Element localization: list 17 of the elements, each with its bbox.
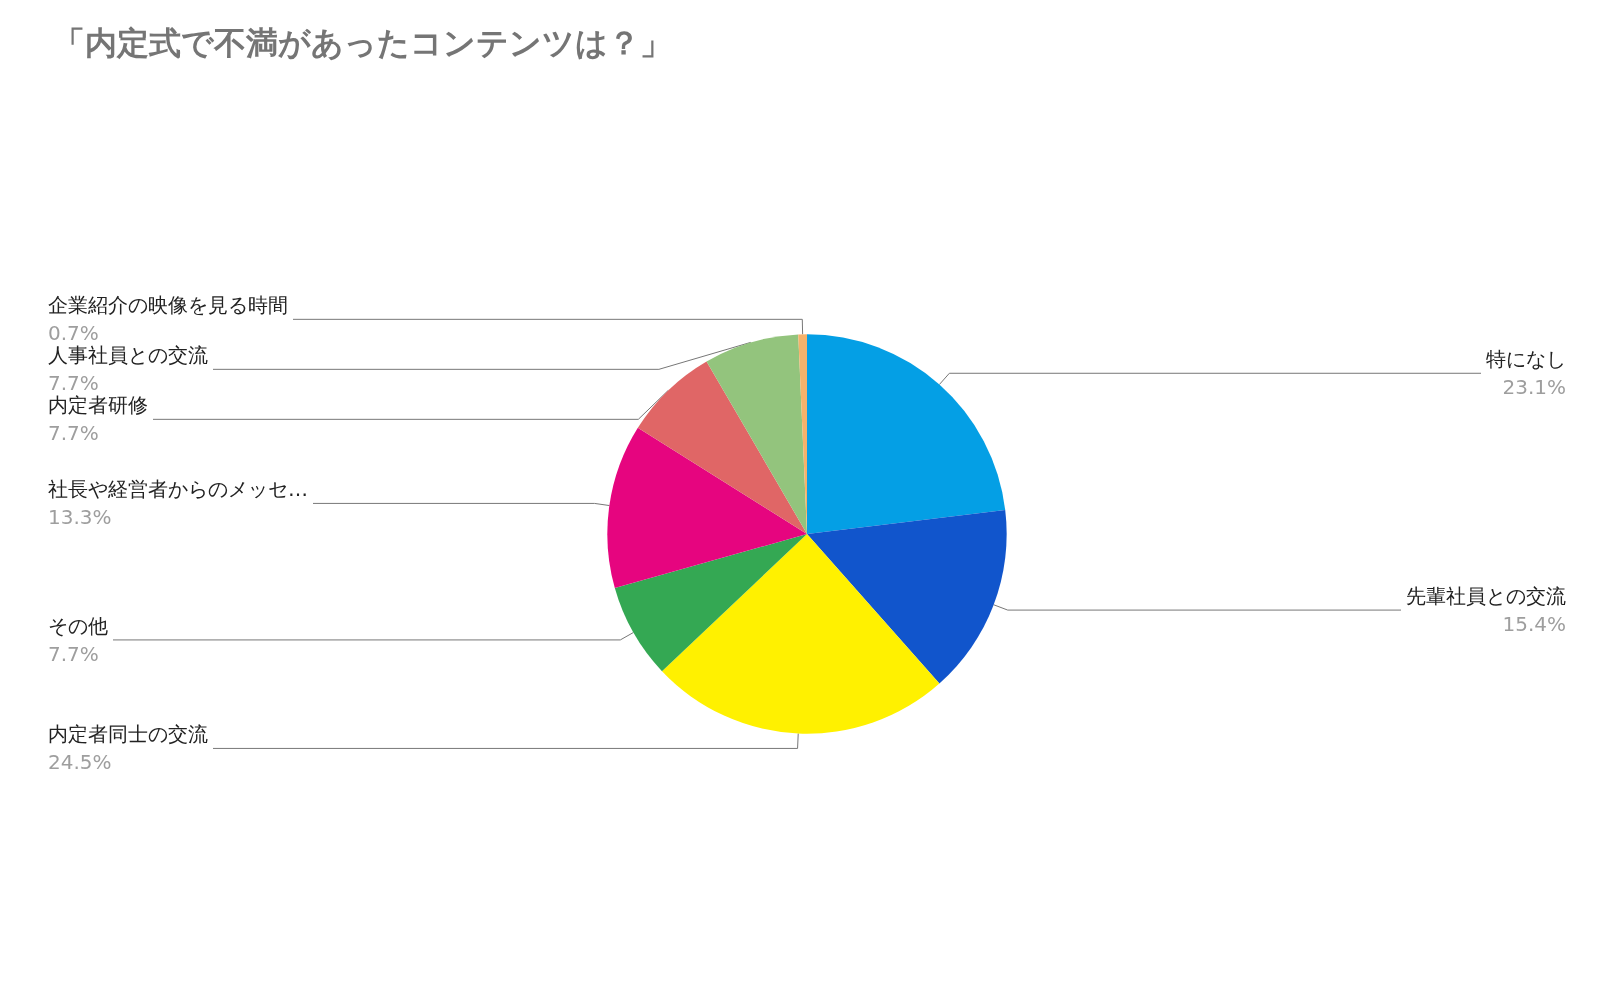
slice-label: 内定者同士の交流 <box>48 722 208 747</box>
data-label: 7.7% <box>48 421 99 446</box>
data-label: 7.7% <box>48 641 99 666</box>
slice-label: 社長や経営者からのメッセ… <box>48 477 308 502</box>
data-label: 24.5% <box>48 750 112 775</box>
data-label: 23.1% <box>1502 375 1566 400</box>
slice-label: 内定者研修 <box>48 393 148 418</box>
slice-label: 企業紹介の映像を見る時間 <box>48 293 288 318</box>
slice-label: 特になし <box>1486 347 1566 372</box>
slice-label: 人事社員との交流 <box>48 343 208 368</box>
chart-title: 「内定式で不満があったコンテンツは？」 <box>53 24 672 62</box>
data-label: 0.7% <box>48 321 99 346</box>
slice-label: 先輩社員との交流 <box>1406 584 1566 609</box>
data-label: 7.7% <box>48 371 99 396</box>
slice-label: その他 <box>48 613 108 638</box>
data-label: 13.3% <box>48 505 112 530</box>
data-label: 15.4% <box>1502 612 1566 637</box>
